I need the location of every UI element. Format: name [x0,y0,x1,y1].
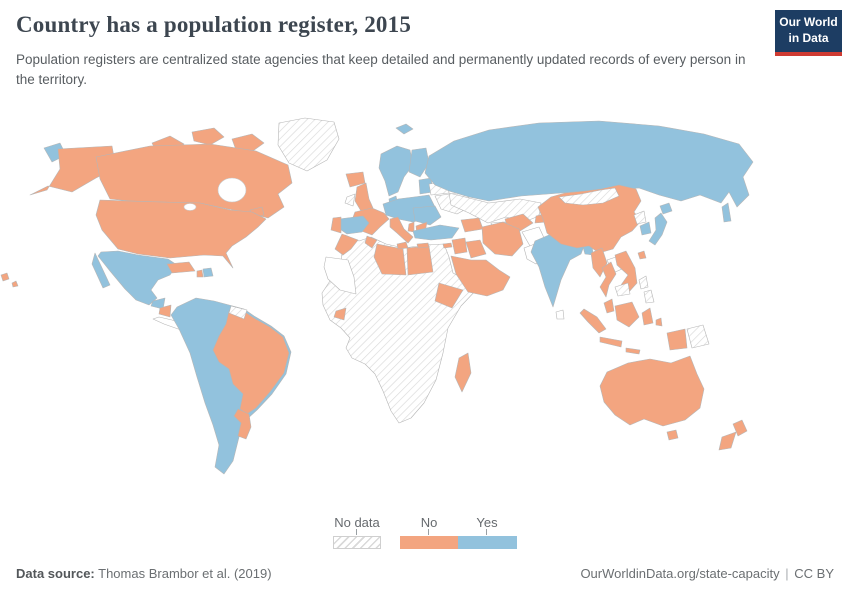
hudson-bay-water [217,177,247,203]
country-italy[interactable] [389,216,414,244]
legend-swatch-no[interactable] [400,536,458,549]
country-balkans-east[interactable] [412,205,442,226]
country-usa[interactable] [95,199,267,269]
data-source-value: Thomas Brambor et al. (2019) [98,566,272,581]
footer-license: CC BY [794,566,834,581]
country-lesser-sunda[interactable] [625,347,641,355]
country-arabian-peninsula[interactable] [450,255,511,297]
country-sulawesi[interactable] [641,307,654,326]
country-borneo[interactable] [614,301,640,328]
owid-logo-line1: Our World [779,15,838,29]
page-title: Country has a population register, 2015 [16,12,412,37]
country-turkey[interactable] [412,224,460,241]
page-subtitle: Population registers are centralized sta… [16,52,746,88]
country-philippines-1[interactable] [638,275,649,290]
country-sakhalin[interactable] [721,202,732,223]
country-japan[interactable] [648,212,668,246]
owid-logo-line2: in Data [788,30,829,45]
legend-swatch-yes[interactable] [458,536,517,549]
country-australia[interactable] [599,355,705,427]
country-svalbard[interactable] [395,123,414,135]
country-tasmania[interactable] [666,429,679,441]
country-malaysia[interactable] [603,298,615,314]
country-cuba[interactable] [166,261,196,274]
footer-separator: | [785,566,789,581]
country-united-kingdom[interactable] [354,182,374,212]
country-scandinavia[interactable] [378,145,414,197]
country-hawaii-1[interactable] [0,272,10,282]
country-liberia[interactable] [333,307,347,321]
country-albania[interactable] [407,221,415,233]
country-egypt[interactable] [406,245,434,276]
country-papua-new-guinea[interactable] [686,324,710,349]
country-western-sahara[interactable] [323,256,357,295]
country-cambodia[interactable] [614,282,631,297]
country-west-papua[interactable] [666,328,688,351]
country-crete[interactable] [416,242,430,249]
country-greenland[interactable] [277,117,340,172]
country-sri-lanka[interactable] [555,309,565,320]
country-south-korea[interactable] [639,221,652,236]
footer-credit: OurWorldinData.org/state-capacity | CC B… [580,566,834,581]
country-ethiopia[interactable] [434,282,464,309]
country-honduras-nicaragua[interactable] [158,304,172,318]
legend-swatch-no-data[interactable] [333,536,381,549]
country-new-zealand-north[interactable] [732,419,748,437]
country-north-korea[interactable] [633,210,647,225]
legend-tick-yes [486,529,487,535]
data-source-label: Data source: [16,566,95,581]
legend-label-yes: Yes [476,515,498,530]
country-guyanas[interactable] [228,305,248,320]
world-map [0,115,850,510]
legend-tick-no-data [356,529,357,535]
country-portugal[interactable] [330,216,342,234]
country-caucasus[interactable] [460,217,484,233]
country-java[interactable] [599,336,623,348]
country-haiti[interactable] [196,269,204,278]
country-iceland[interactable] [345,171,366,188]
country-moluccas[interactable] [655,317,663,327]
country-canada[interactable] [95,143,293,219]
data-source-line: Data source: Thomas Brambor et al. (2019… [16,566,272,581]
country-sicily[interactable] [396,241,409,250]
country-philippines-2[interactable] [643,289,655,304]
country-madagascar[interactable] [454,352,472,393]
country-hawaii-2[interactable] [11,280,19,288]
country-hokkaido[interactable] [659,202,673,215]
country-arctic-islands-2[interactable] [191,127,225,146]
country-mongolia[interactable] [558,187,620,206]
legend-tick-no [428,529,429,535]
country-taiwan[interactable] [637,250,647,260]
country-ireland[interactable] [344,193,356,207]
great-lakes-water [183,203,197,211]
country-thailand[interactable] [599,261,617,298]
country-paraguay-uruguay[interactable] [233,408,252,440]
country-baja-california[interactable] [91,252,111,289]
country-dominican-republic[interactable] [202,267,214,278]
country-cyprus[interactable] [442,242,453,249]
country-tunisia[interactable] [364,235,378,249]
country-finland[interactable] [408,147,430,178]
owid-logo[interactable]: Our World in Data [775,10,842,56]
legend-label-no-data: No data [334,515,380,530]
country-iraq[interactable] [465,239,487,259]
country-morocco[interactable] [334,233,359,256]
country-iran[interactable] [481,221,524,257]
world-map-canvas [0,117,754,475]
country-sumatra[interactable] [579,308,607,334]
country-syria[interactable] [451,237,468,255]
country-russia[interactable] [424,120,754,208]
country-mexico[interactable] [97,250,178,306]
legend-label-no: No [420,515,438,530]
footer-url[interactable]: OurWorldinData.org/state-capacity [580,566,780,581]
country-new-zealand-south[interactable] [718,431,737,451]
